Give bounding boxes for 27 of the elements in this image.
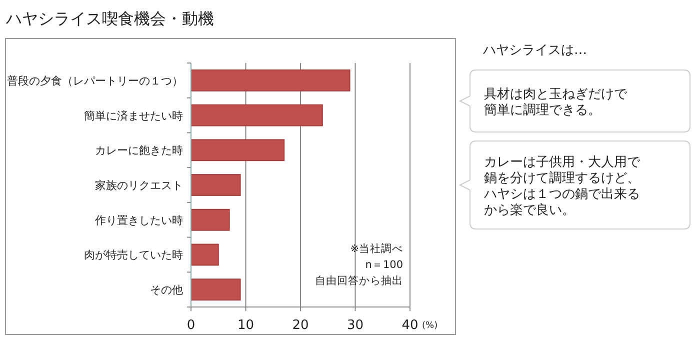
y-tick-label: 作り置きしたい時 [94, 214, 183, 227]
text: 具材は肉と玉ねぎだけで簡単に調理できる。 [484, 87, 628, 118]
annotation: 自由回答から抽出 [315, 274, 403, 287]
annotation: ※当社調べ [350, 242, 403, 255]
x-axis-title: (%) [422, 321, 438, 331]
x-tick-label: 30 [346, 318, 364, 333]
y-tick-label: 普段の夕食（レパートリーの１つ） [7, 74, 183, 88]
x-tick-label: 20 [292, 318, 309, 333]
bar [190, 139, 285, 162]
chart-title: ハヤシライス喫食機会・動機 [5, 9, 214, 28]
bar [190, 174, 241, 196]
y-tick-label: 肉が特売していた時 [84, 248, 183, 262]
bar [190, 244, 219, 266]
annotation: n＝100 [365, 259, 403, 271]
bar [190, 208, 230, 231]
x-tick-label: 40 [402, 318, 418, 333]
x-tick-label: 10 [237, 318, 254, 333]
y-tick-label: 家族のリクエスト [95, 179, 183, 192]
text: ハヤシライスは… [482, 43, 587, 58]
text: カレーは子供用・大人用で鍋を分けて調理するけど、ハヤシは１つの鍋で出来るから楽で良い。 [483, 155, 641, 218]
y-tick-label: 簡単に済ませたい時 [84, 109, 183, 122]
bar [190, 104, 323, 126]
y-tick-label: カレーに飽きた時 [95, 144, 183, 158]
bar [190, 69, 350, 92]
x-tick-label: 0 [186, 318, 196, 333]
bar [190, 278, 241, 301]
y-tick-label: その他 [150, 284, 183, 297]
